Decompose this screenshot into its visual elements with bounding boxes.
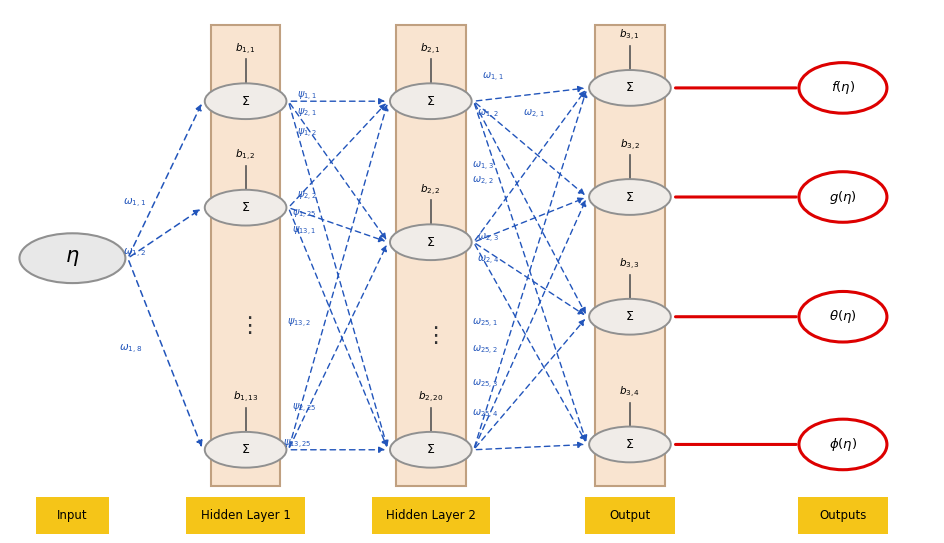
Text: Outputs: Outputs [818,509,866,522]
Text: $\vdots$: $\vdots$ [238,314,252,336]
Ellipse shape [205,190,286,225]
Text: $\boldsymbol{b_{3,1}}$: $\boldsymbol{b_{3,1}}$ [619,28,640,43]
Text: $\omega_{1,2}$: $\omega_{1,2}$ [477,108,498,121]
Text: $\theta(\eta)$: $\theta(\eta)$ [828,308,856,325]
Ellipse shape [588,427,670,462]
Ellipse shape [390,224,471,260]
Text: $\Sigma$: $\Sigma$ [426,94,435,108]
Text: $\Sigma$: $\Sigma$ [426,443,435,456]
Ellipse shape [20,233,126,283]
Text: $\omega_{2,1}$: $\omega_{2,1}$ [523,108,545,121]
Text: $\boldsymbol{b_{3,4}}$: $\boldsymbol{b_{3,4}}$ [618,385,640,400]
Text: $\boldsymbol{b_{2,2}}$: $\boldsymbol{b_{2,2}}$ [420,182,441,198]
Text: $\Sigma$: $\Sigma$ [625,438,633,451]
Text: $\Sigma$: $\Sigma$ [241,94,250,108]
Text: $\psi_{13,1}$: $\psi_{13,1}$ [292,225,316,238]
FancyBboxPatch shape [797,497,887,534]
Text: $\omega_{25,1}$: $\omega_{25,1}$ [472,317,497,330]
Text: $\omega_{25,3}$: $\omega_{25,3}$ [472,377,498,391]
Ellipse shape [798,292,886,342]
Text: $\boldsymbol{b_{1,13}}$: $\boldsymbol{b_{1,13}}$ [232,390,258,405]
Text: $\omega_{2,4}$: $\omega_{2,4}$ [477,254,498,267]
Text: $\boldsymbol{b_{1,1}}$: $\boldsymbol{b_{1,1}}$ [235,42,256,56]
Text: $\psi_{1,1}$: $\psi_{1,1}$ [296,90,316,103]
Ellipse shape [588,179,670,215]
Ellipse shape [798,419,886,470]
Text: $\phi(\eta)$: $\phi(\eta)$ [828,436,856,453]
Text: $\psi_{2,25}$: $\psi_{2,25}$ [292,402,316,415]
FancyBboxPatch shape [36,497,109,534]
Text: $\omega_{1,3}$: $\omega_{1,3}$ [472,160,494,173]
Text: $\Sigma$: $\Sigma$ [625,191,633,204]
Text: $\boldsymbol{b_{2,1}}$: $\boldsymbol{b_{2,1}}$ [420,42,441,56]
FancyBboxPatch shape [186,497,305,534]
Ellipse shape [205,432,286,468]
Text: Output: Output [609,509,649,522]
Ellipse shape [798,62,886,113]
FancyBboxPatch shape [211,26,280,485]
Text: $\psi_{13,25}$: $\psi_{13,25}$ [282,438,311,451]
Ellipse shape [588,70,670,106]
Text: Input: Input [57,509,88,522]
Text: $\boldsymbol{b_{3,3}}$: $\boldsymbol{b_{3,3}}$ [618,257,640,272]
Text: $\boldsymbol{b_{1,2}}$: $\boldsymbol{b_{1,2}}$ [235,148,256,163]
Text: $\Sigma$: $\Sigma$ [241,443,250,456]
Text: $\omega_{1,1}$: $\omega_{1,1}$ [481,71,503,84]
Text: $\eta$: $\eta$ [65,248,79,268]
Text: $\boldsymbol{b_{3,2}}$: $\boldsymbol{b_{3,2}}$ [619,137,640,153]
FancyBboxPatch shape [595,26,664,485]
Text: $\Sigma$: $\Sigma$ [241,201,250,214]
Text: $\Sigma$: $\Sigma$ [625,81,633,94]
Text: $\psi_{2,2}$: $\psi_{2,2}$ [296,190,316,204]
Text: Hidden Layer 1: Hidden Layer 1 [200,509,290,522]
Text: $f(\eta)$: $f(\eta)$ [830,79,854,97]
Text: $\omega_{2,3}$: $\omega_{2,3}$ [477,232,498,245]
FancyBboxPatch shape [396,26,465,485]
Text: $\boldsymbol{b_{2,20}}$: $\boldsymbol{b_{2,20}}$ [417,390,443,405]
Text: $\vdots$: $\vdots$ [423,324,437,346]
Ellipse shape [588,299,670,334]
Text: $\Sigma$: $\Sigma$ [426,236,435,249]
Text: $\omega_{25,4}$: $\omega_{25,4}$ [472,408,498,421]
Text: $\omega_{2,2}$: $\omega_{2,2}$ [472,175,494,188]
Text: $\psi_{1,2}$: $\psi_{1,2}$ [296,127,316,140]
Text: $\omega_{1,2}$: $\omega_{1,2}$ [124,247,146,260]
Ellipse shape [205,83,286,119]
Text: $\omega_{25,2}$: $\omega_{25,2}$ [472,344,497,357]
Ellipse shape [798,172,886,222]
Text: $\Sigma$: $\Sigma$ [625,310,633,323]
Ellipse shape [390,83,471,119]
Text: $\psi_{1,25}$: $\psi_{1,25}$ [292,208,316,221]
Text: $\psi_{13,2}$: $\psi_{13,2}$ [287,317,312,330]
Text: $g(\eta)$: $g(\eta)$ [828,188,856,205]
Text: $\omega_{1,8}$: $\omega_{1,8}$ [119,343,142,356]
Text: $\psi_{2,1}$: $\psi_{2,1}$ [296,108,316,121]
Text: Hidden Layer 2: Hidden Layer 2 [385,509,475,522]
Text: $\omega_{1,1}$: $\omega_{1,1}$ [124,197,146,210]
FancyBboxPatch shape [584,497,675,534]
Ellipse shape [390,432,471,468]
FancyBboxPatch shape [371,497,490,534]
